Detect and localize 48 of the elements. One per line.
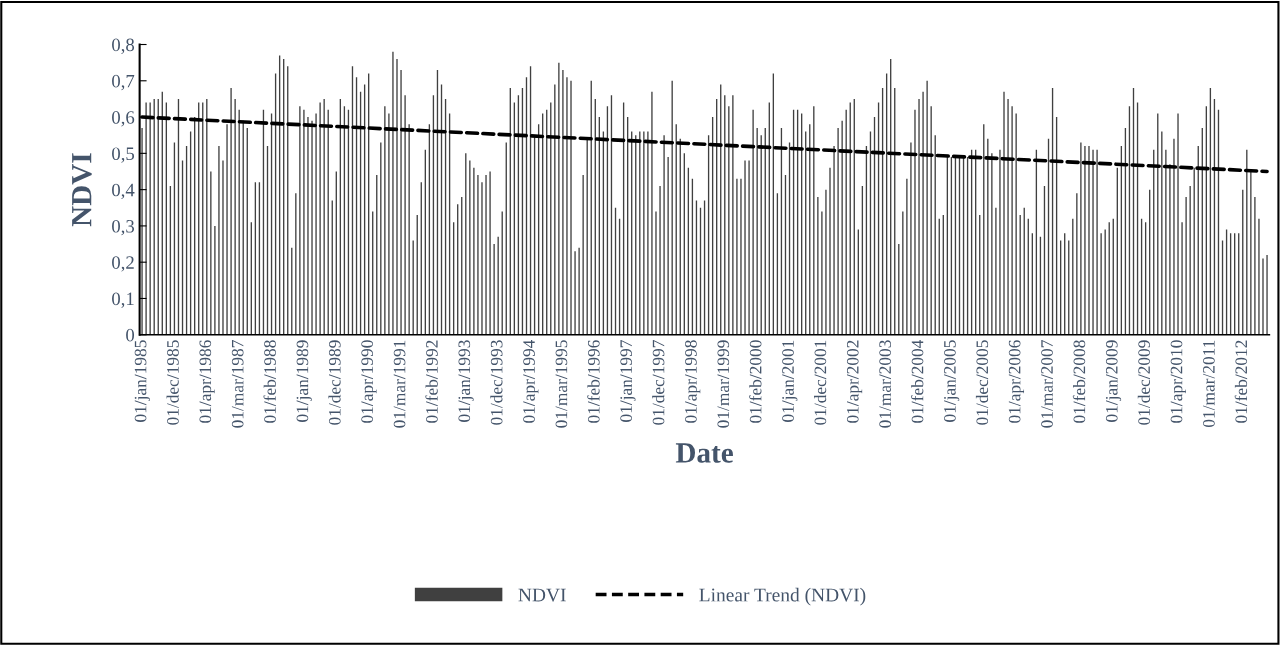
- y-tick-label: 0,4: [112, 183, 135, 200]
- x-tick-label: 01/apr/2002: [846, 340, 863, 423]
- x-tick-label: 01/feb/1992: [425, 340, 438, 423]
- x-tick-label: 01/jan/2005: [944, 340, 960, 422]
- y-tick-label: 0,5: [112, 147, 135, 163]
- y-tick-label: 0,1: [112, 292, 134, 308]
- x-tick-label: 01/jan/1989: [296, 340, 312, 422]
- x-tick-label: 01/mar/1999: [717, 340, 730, 428]
- x-tick-label: 01/dec/2009: [1137, 340, 1150, 425]
- legend-label: NDVI: [518, 588, 566, 602]
- y-tick-label: 0: [126, 328, 135, 342]
- x-axis-title: Date: [675, 443, 733, 463]
- x-tick-label: 01/apr/2010: [1170, 340, 1186, 423]
- y-tick-label: 0,8: [112, 38, 135, 54]
- y-tick-label: 0,2: [112, 256, 134, 272]
- x-tick-label: 01/mar/2003: [879, 340, 891, 428]
- x-tick-label: 01/jan/2009: [1105, 340, 1122, 422]
- x-tick-label: 01/mar/1987: [231, 340, 244, 428]
- x-tick-label: 01/feb/2000: [749, 340, 762, 423]
- x-tick-label: 01/apr/1994: [523, 339, 539, 423]
- x-tick-label: 01/dec/1997: [652, 340, 665, 425]
- x-tick-label: 01/apr/2006: [1008, 340, 1025, 423]
- x-tick-label: 01/dec/1993: [490, 340, 503, 425]
- x-tick-label: 01/feb/2004: [910, 339, 924, 423]
- x-tick-label: 01/mar/1995: [555, 340, 568, 428]
- x-tick-label: 01/apr/1998: [685, 340, 701, 423]
- x-tick-label: 01/feb/1988: [263, 340, 276, 423]
- y-tick-label: 0,3: [112, 219, 135, 236]
- x-tick-label: 01/dec/2005: [975, 340, 989, 425]
- x-tick-label: 01/dec/2001: [814, 340, 827, 425]
- y-tick-label: 0,7: [112, 74, 135, 91]
- x-tick-label: 01/dec/1985: [166, 340, 179, 425]
- x-tick-label: 01/mar/2007: [1041, 340, 1053, 428]
- legend-label: Linear Trend (NDVI): [699, 587, 866, 606]
- x-tick-label: 01/mar/1991: [393, 340, 406, 428]
- x-tick-label: 01/jan/2001: [782, 340, 798, 422]
- x-tick-label: 01/jan/1985: [134, 340, 150, 422]
- x-tick-label: 01/apr/1986: [199, 340, 215, 423]
- x-tick-label: 01/jan/1997: [620, 340, 636, 422]
- x-tick-label: 01/feb/2008: [1072, 340, 1086, 423]
- x-tick-label: 01/apr/1990: [361, 340, 377, 423]
- y-axis-title: NDVI: [72, 153, 92, 227]
- x-tick-label: 01/dec/1989: [328, 340, 341, 425]
- x-tick-label: 01/jan/1993: [458, 340, 474, 422]
- y-tick-label: 0,6: [112, 111, 135, 127]
- x-tick-label: 01/feb/2012: [1234, 340, 1248, 423]
- x-tick-label: 01/mar/2011: [1203, 340, 1215, 428]
- x-tick-label: 01/feb/1996: [587, 340, 600, 423]
